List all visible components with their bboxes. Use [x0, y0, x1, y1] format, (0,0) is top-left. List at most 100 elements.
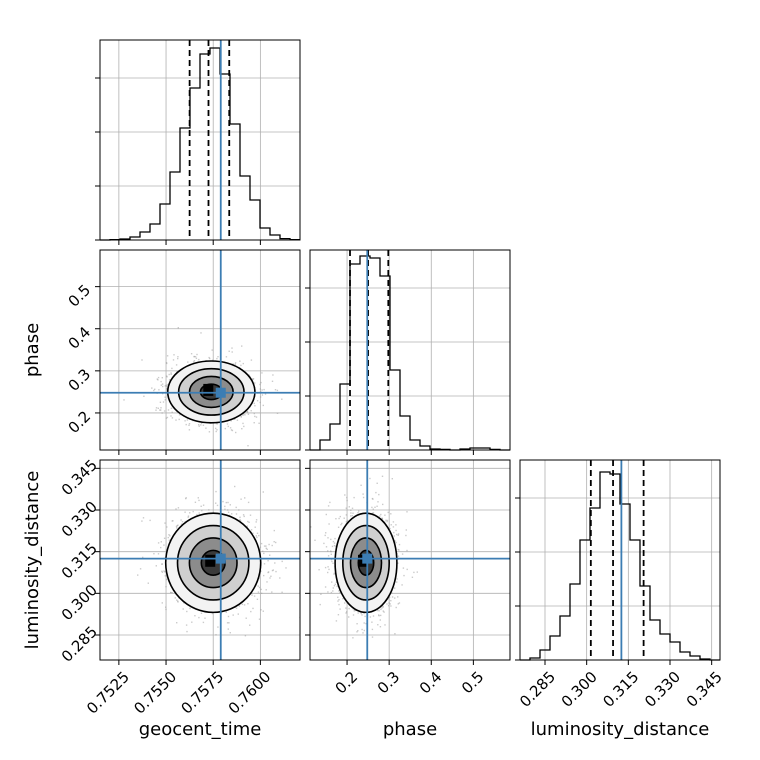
sample-point: [249, 514, 252, 516]
sample-point: [185, 423, 187, 426]
sample-point: [235, 506, 237, 509]
panel-frame-1-2: [309, 459, 511, 661]
sample-point: [396, 578, 398, 580]
sample-point: [390, 605, 392, 607]
sample-point: [166, 526, 168, 528]
sample-point: [386, 520, 388, 523]
sample-point: [161, 602, 163, 604]
sample-point: [184, 511, 186, 513]
sample-point: [200, 612, 203, 614]
sample-point: [234, 485, 236, 488]
sample-point: [239, 360, 241, 362]
sample-point: [151, 387, 153, 389]
sample-point: [323, 542, 325, 545]
panel-frame-0-0: [99, 39, 301, 241]
sample-point: [340, 523, 342, 526]
sample-point: [157, 553, 160, 555]
sample-point: [350, 515, 352, 517]
sample-point: [196, 513, 198, 516]
sample-point: [160, 380, 162, 383]
ytick-label-luminosity_distance-3: 0.330: [58, 498, 101, 541]
sample-point: [337, 600, 339, 602]
sample-point: [254, 526, 256, 528]
sample-point: [333, 585, 336, 587]
text-layer: geocent_time phase luminosity_distance p…: [22, 281, 726, 740]
ylabel-luminosity-distance: luminosity_distance: [22, 471, 43, 650]
sample-point: [281, 398, 283, 400]
sample-point: [387, 511, 389, 514]
sample-point: [258, 534, 260, 537]
sample-point: [262, 491, 264, 493]
sample-point: [334, 583, 336, 585]
sample-point: [240, 415, 242, 417]
sample-point: [239, 516, 241, 518]
sample-point: [397, 603, 399, 605]
sample-point: [164, 575, 166, 577]
sample-point: [416, 571, 418, 573]
sample-point: [177, 600, 179, 602]
sample-point: [180, 523, 183, 525]
sample-point: [245, 617, 247, 619]
sample-point: [394, 540, 396, 543]
xtick-label-phase-2: 0.4: [416, 668, 446, 698]
sample-point: [335, 581, 338, 583]
sample-point: [163, 537, 166, 539]
sample-point: [180, 519, 182, 521]
sample-point: [215, 430, 217, 433]
sample-point: [260, 542, 263, 545]
sample-point: [243, 604, 246, 606]
sample-point: [369, 616, 372, 618]
sample-point: [164, 571, 166, 573]
sample-point: [216, 357, 218, 360]
sample-point: [161, 383, 164, 385]
sample-point: [371, 636, 374, 638]
density-layer: [123, 327, 418, 639]
sample-point: [170, 415, 172, 417]
sample-point: [243, 425, 245, 428]
sample-point: [319, 603, 321, 606]
sample-point: [261, 389, 263, 391]
sample-point: [208, 431, 211, 433]
sample-point: [231, 513, 233, 515]
sample-point: [324, 534, 326, 537]
xtick-label-geocent_time-0: 0.7525: [83, 668, 133, 718]
sample-point: [171, 411, 173, 413]
sample-point: [187, 516, 189, 518]
sample-point: [382, 605, 384, 607]
sample-point: [260, 588, 262, 591]
sample-point: [224, 505, 226, 508]
xlabel-geocent-time: geocent_time: [139, 719, 262, 740]
sample-point: [332, 562, 334, 564]
sample-point: [247, 603, 249, 605]
sample-point: [198, 512, 200, 514]
sample-point: [361, 628, 363, 631]
sample-point: [236, 419, 239, 421]
sample-point: [390, 513, 392, 515]
sample-point: [227, 511, 230, 513]
sample-point: [166, 388, 168, 390]
sample-point: [337, 526, 340, 528]
sample-point: [379, 619, 381, 621]
sample-point: [339, 608, 341, 610]
sample-point: [255, 535, 257, 537]
sample-point: [403, 574, 405, 577]
sample-point: [184, 420, 186, 422]
sample-point: [263, 388, 265, 391]
sample-point: [238, 605, 241, 607]
sample-point: [188, 429, 191, 431]
sample-point: [330, 558, 333, 561]
sample-point: [237, 613, 239, 615]
sample-point: [339, 515, 341, 518]
sample-point: [166, 355, 169, 357]
sample-point: [142, 556, 144, 559]
sample-point: [168, 379, 171, 381]
panel-frame-2-2: [519, 459, 721, 661]
sample-point: [372, 615, 375, 617]
sample-point: [310, 526, 312, 528]
sample-point: [343, 517, 345, 519]
sample-point: [272, 569, 274, 571]
xtick-label-luminosity_distance-1: 0.300: [558, 668, 601, 711]
sample-point: [232, 614, 234, 616]
sample-point: [275, 570, 277, 573]
sample-point: [231, 351, 233, 353]
